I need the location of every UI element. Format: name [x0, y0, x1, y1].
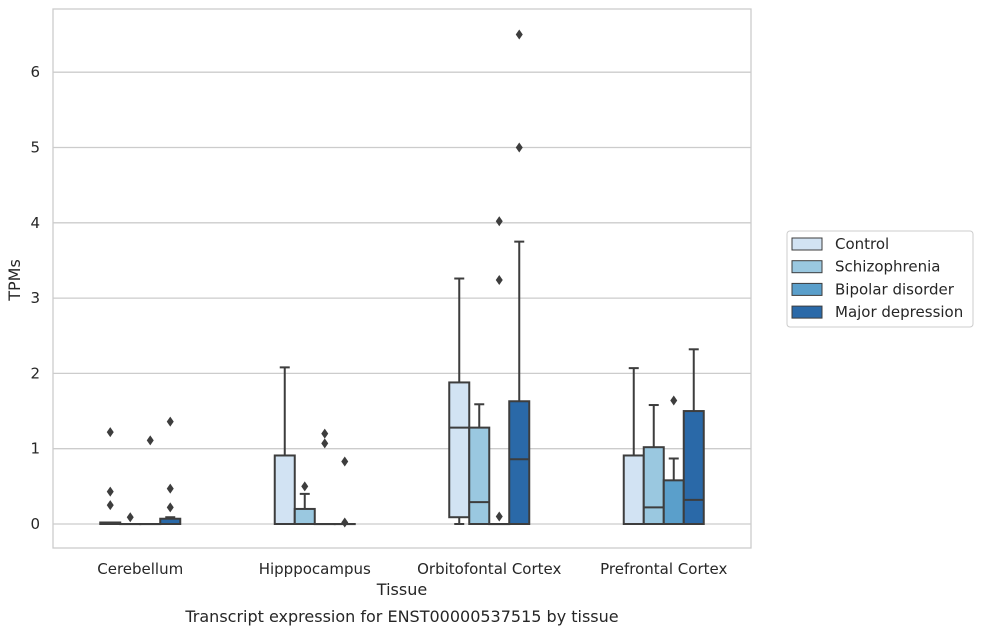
y-tick-label: 5	[30, 139, 40, 157]
outlier-point	[321, 438, 329, 449]
outlier-point	[341, 517, 349, 528]
x-tick-labels: Cerebellum Hipppocampus Orbitofontal Corte…	[97, 560, 727, 578]
box-control	[622, 367, 645, 525]
outlier-point	[166, 502, 174, 513]
outlier-point	[495, 275, 503, 286]
outlier-point	[515, 29, 523, 40]
box-major-depression	[508, 29, 531, 525]
legend-label: Bipolar disorder	[835, 280, 955, 298]
legend-swatch	[791, 237, 823, 251]
box-bipolar-disorder	[313, 428, 336, 526]
box-schizophrenia	[119, 512, 142, 526]
legend: Control Schizophrenia Bipolar disorder Majo…	[786, 230, 974, 328]
box-control	[99, 427, 122, 526]
outlier-point	[341, 456, 349, 467]
y-axis-label: TPMs	[5, 259, 24, 302]
x-axis-label: Tissue	[376, 580, 427, 599]
box-major-depression	[682, 348, 705, 525]
box-major-depression	[159, 416, 182, 526]
y-tick-label: 3	[30, 289, 40, 307]
outlier-point	[321, 428, 329, 439]
box-bipolar-disorder	[488, 216, 511, 526]
x-tick-label: Hipppocampus	[259, 560, 371, 578]
outlier-point	[495, 216, 503, 227]
plot-frame	[52, 8, 752, 549]
chart-caption: Transcript expression for ENST0000053751…	[184, 607, 618, 626]
y-tick-label: 1	[30, 440, 40, 458]
box-body	[293, 507, 316, 526]
outlier-point	[515, 142, 523, 153]
boxes	[99, 29, 705, 528]
legend-label: Schizophrenia	[835, 258, 940, 276]
box-schizophrenia	[468, 403, 491, 525]
box-body	[662, 479, 685, 525]
box-bipolar-disorder	[662, 395, 685, 525]
outlier-point	[146, 435, 154, 446]
box-body	[508, 400, 531, 525]
y-tick-labels: 0 1 2 3 4 5 6	[30, 63, 40, 533]
box-major-depression	[333, 456, 356, 528]
outlier-point	[301, 481, 309, 492]
box-bipolar-disorder	[139, 435, 162, 526]
y-tick-label: 0	[30, 515, 40, 533]
legend-label: Control	[835, 235, 889, 253]
grid-lines	[53, 71, 751, 525]
outlier-point	[126, 512, 134, 523]
legend-label: Major depression	[835, 303, 963, 321]
outlier-point	[106, 500, 114, 511]
box-body	[273, 454, 296, 525]
box-body	[448, 381, 471, 519]
y-tick-label: 2	[30, 364, 40, 382]
x-tick-label: Orbitofontal Cortex	[417, 560, 561, 578]
y-tick-label: 6	[30, 63, 40, 81]
outlier-point	[166, 483, 174, 494]
box-body	[468, 426, 491, 525]
box-control	[273, 366, 296, 525]
box-body	[642, 446, 665, 525]
x-tick-label: Prefrontal Cortex	[600, 560, 727, 578]
x-tick-label: Cerebellum	[97, 560, 183, 578]
box-body	[622, 454, 645, 525]
outlier-point	[106, 486, 114, 497]
box-control	[448, 277, 471, 525]
legend-swatch	[791, 282, 823, 296]
outlier-point	[495, 511, 503, 522]
outlier-point	[670, 395, 678, 406]
legend-swatch	[791, 305, 823, 319]
legend-swatch	[791, 260, 823, 274]
box-body	[682, 410, 705, 525]
y-tick-label: 4	[30, 214, 40, 232]
legend-frame	[786, 230, 974, 328]
box-schizophrenia	[293, 481, 316, 526]
outlier-point	[166, 416, 174, 427]
box-schizophrenia	[642, 404, 665, 525]
outlier-point	[106, 427, 114, 438]
